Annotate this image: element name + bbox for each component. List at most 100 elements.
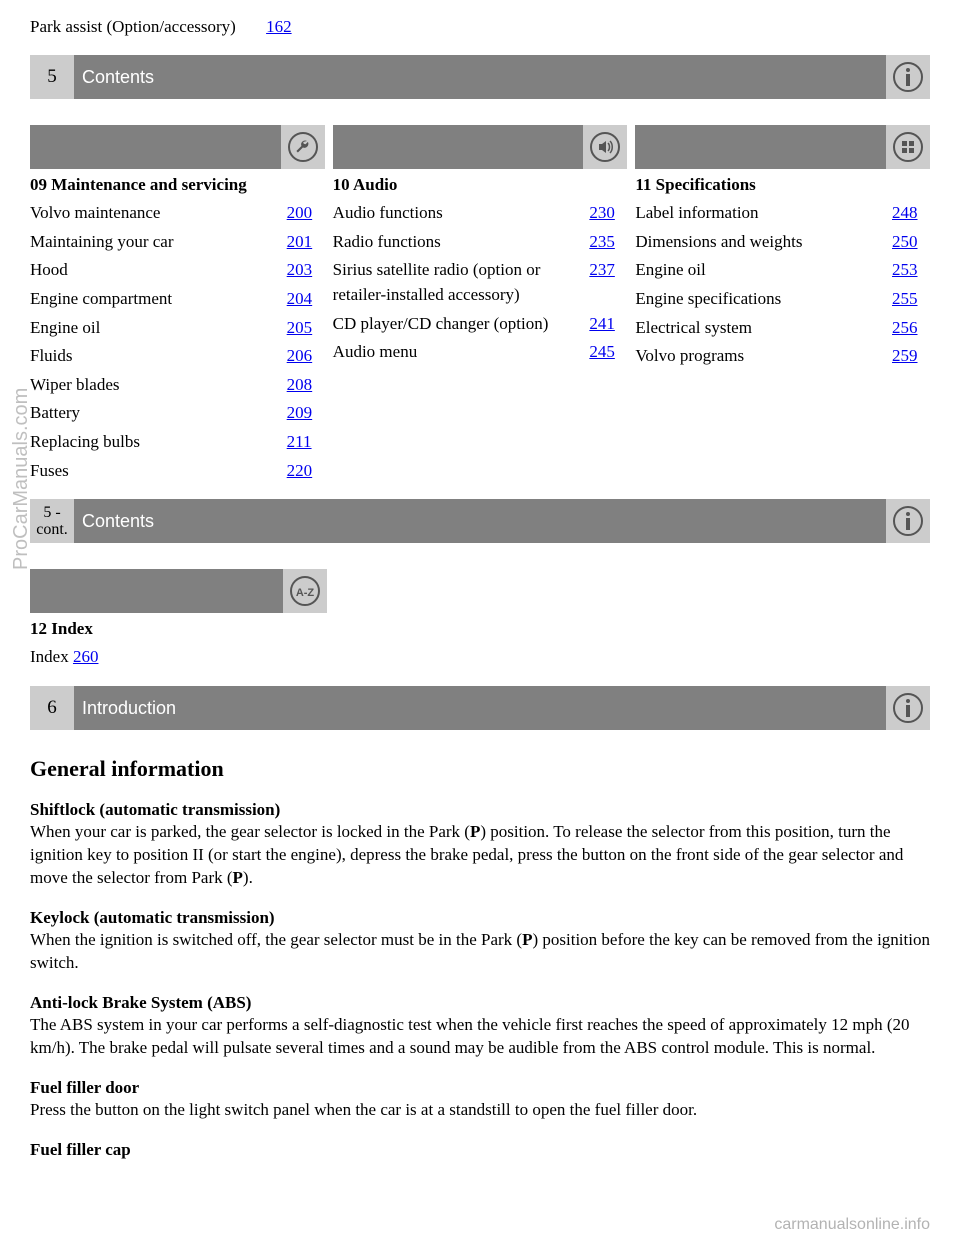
toc-page-link[interactable]: 256 [892, 318, 918, 337]
header-title-intro: Introduction [74, 686, 886, 730]
toc-page-link[interactable]: 203 [287, 260, 313, 279]
toc-label: Engine compartment [30, 285, 287, 314]
park-assist-page-link[interactable]: 162 [266, 17, 292, 36]
section-icon-bars [30, 125, 930, 169]
toc-label: Radio functions [333, 228, 590, 257]
col-12-title: 12 Index [30, 619, 930, 639]
toc-page-link[interactable]: 206 [287, 346, 313, 365]
table-row: Engine oil205 [30, 314, 325, 343]
table-row: Volvo maintenance200 [30, 199, 325, 228]
toc-page-link[interactable]: 211 [287, 432, 312, 451]
toc-label: Battery [30, 399, 287, 428]
spec-icon [892, 131, 924, 163]
table-row: Wiper blades208 [30, 371, 325, 400]
page: ProCarManuals.com Park assist (Option/ac… [0, 0, 960, 1242]
table-row: Dimensions and weights250 [635, 228, 930, 257]
section-bar-11 [635, 125, 930, 169]
toc-page-link[interactable]: 237 [589, 260, 615, 279]
section-bar-10 [333, 125, 628, 169]
svg-text:A-Z: A-Z [296, 587, 315, 599]
toc-label: Audio menu [333, 338, 590, 367]
toc-page-link[interactable]: 204 [287, 289, 313, 308]
keylock-text: When the ignition is switched off, the g… [30, 929, 930, 975]
wrench-icon [287, 131, 319, 163]
header-title: Contents [74, 55, 886, 99]
col-10: 10 Audio Audio functions230 Radio functi… [333, 175, 628, 485]
section-bar-09 [30, 125, 325, 169]
toc-page-link[interactable]: 200 [287, 203, 313, 222]
header-page-num: 5 [30, 55, 74, 99]
toc-columns: 09 Maintenance and servicing Volvo maint… [30, 175, 930, 485]
toc-page-link[interactable]: 230 [589, 203, 615, 222]
header-page-num-cont: 5 - cont. [30, 499, 74, 543]
toc-label: Dimensions and weights [635, 228, 892, 257]
table-row: Battery209 [30, 399, 325, 428]
table-row: Sirius satellite radio (option or retail… [333, 256, 628, 309]
wrench-icon-box [281, 125, 325, 169]
table-row: Maintaining your car201 [30, 228, 325, 257]
top-park-assist-row: Park assist (Option/accessory) 162 [30, 17, 930, 37]
toc-label: Label information [635, 199, 892, 228]
spec-icon-box [886, 125, 930, 169]
col-09: 09 Maintenance and servicing Volvo maint… [30, 175, 325, 485]
toc-table-09: Volvo maintenance200 Maintaining your ca… [30, 199, 325, 485]
toc-page-link[interactable]: 220 [287, 461, 313, 480]
header-bar-introduction: 6 Introduction [30, 686, 930, 730]
table-row: Audio functions230 [333, 199, 628, 228]
col-09-title: 09 Maintenance and servicing [30, 175, 325, 195]
info-icon [892, 692, 924, 724]
toc-label: CD player/CD changer (option) [333, 310, 590, 339]
toc-label: Volvo programs [635, 342, 892, 371]
info-icon-box-3 [886, 686, 930, 730]
table-row: Index 260 [30, 643, 327, 672]
toc-page-link[interactable]: 250 [892, 232, 918, 251]
table-row: Volvo programs259 [635, 342, 930, 371]
toc-page-link[interactable]: 241 [589, 314, 615, 333]
shiftlock-heading: Shiftlock (automatic transmission) [30, 800, 930, 820]
toc-table-10: Audio functions230 Radio functions235 Si… [333, 199, 628, 367]
col-11-title: 11 Specifications [635, 175, 930, 195]
fuel-door-text: Press the button on the light switch pan… [30, 1099, 930, 1122]
fuel-cap-heading: Fuel filler cap [30, 1140, 930, 1160]
toc-page-link[interactable]: 235 [589, 232, 615, 251]
toc-label: Audio functions [333, 199, 590, 228]
toc-label: Engine specifications [635, 285, 892, 314]
table-row: Engine oil253 [635, 256, 930, 285]
a-z-icon: A-Z [289, 575, 321, 607]
toc-label: Engine oil [635, 256, 892, 285]
toc-label: Index 260 [30, 643, 327, 672]
toc-page-link[interactable]: 201 [287, 232, 313, 251]
table-row: Electrical system256 [635, 314, 930, 343]
abs-text: The ABS system in your car performs a se… [30, 1014, 930, 1060]
toc-page-link[interactable]: 248 [892, 203, 918, 222]
toc-label: Electrical system [635, 314, 892, 343]
toc-page-link[interactable]: 209 [287, 403, 313, 422]
toc-page-link[interactable]: 208 [287, 375, 313, 394]
table-row: Fluids206 [30, 342, 325, 371]
toc-page-link[interactable]: 245 [589, 342, 615, 361]
toc-table-12: Index 260 [30, 643, 327, 672]
toc-label: Replacing bulbs [30, 428, 287, 457]
keylock-heading: Keylock (automatic transmission) [30, 908, 930, 928]
info-icon-box-2 [886, 499, 930, 543]
toc-label: Maintaining your car [30, 228, 287, 257]
header-bar-contents-5cont: 5 - cont. Contents [30, 499, 930, 543]
index-block: 12 Index Index 260 [30, 619, 930, 672]
watermark-bottom: carmanualsonline.info [774, 1216, 930, 1234]
toc-label: Fluids [30, 342, 287, 371]
toc-page-link[interactable]: 255 [892, 289, 918, 308]
toc-page-link[interactable]: 205 [287, 318, 313, 337]
header-page-num-6: 6 [30, 686, 74, 730]
table-row: Engine specifications255 [635, 285, 930, 314]
speaker-icon-box [583, 125, 627, 169]
section-bar-12: A-Z [30, 569, 327, 613]
toc-page-link[interactable]: 253 [892, 260, 918, 279]
toc-page-link[interactable]: 259 [892, 346, 918, 365]
toc-label: Wiper blades [30, 371, 287, 400]
col-10-title: 10 Audio [333, 175, 628, 195]
table-row: CD player/CD changer (option)241 [333, 310, 628, 339]
toc-page-link[interactable]: 260 [73, 647, 99, 666]
table-row: Engine compartment204 [30, 285, 325, 314]
toc-table-11: Label information248 Dimensions and weig… [635, 199, 930, 371]
shiftlock-text: When your car is parked, the gear select… [30, 821, 930, 890]
